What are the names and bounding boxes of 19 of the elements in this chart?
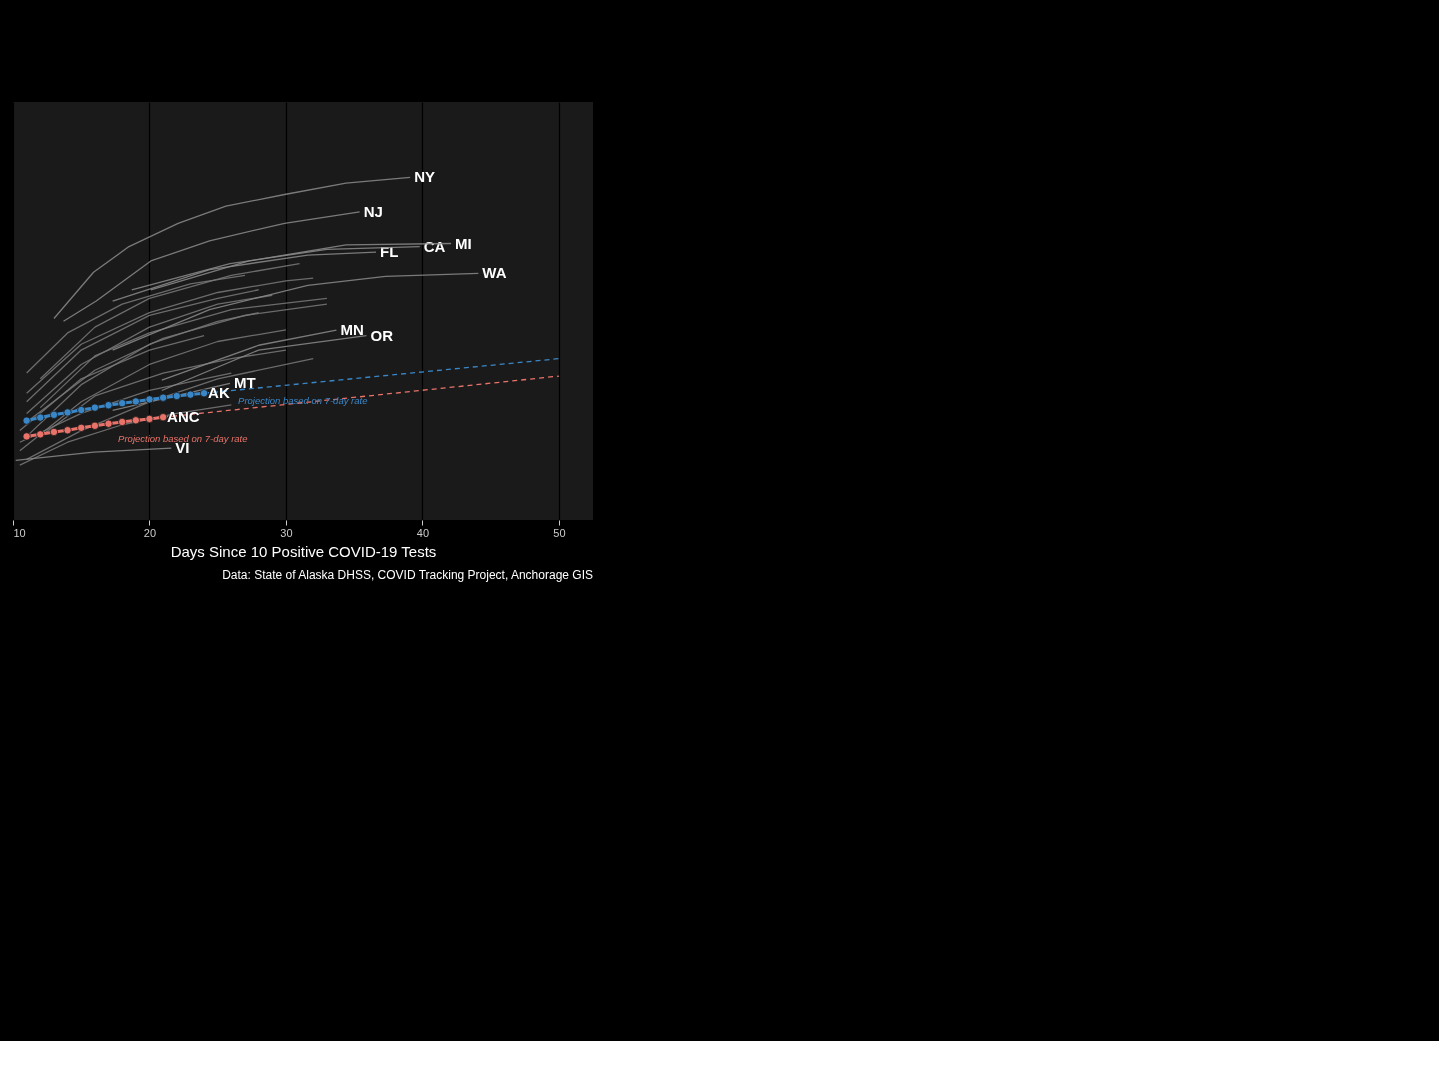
annotation: Projection based on 7-day rate	[238, 395, 368, 407]
series-label: MN	[340, 321, 364, 339]
x-tick-label: 10	[13, 526, 26, 539]
series-label: FL	[380, 243, 399, 261]
x-tick-label: 50	[553, 526, 566, 539]
series-label: NJ	[363, 202, 383, 220]
series-label: ANC	[167, 408, 200, 426]
x-tick-label: 20	[143, 526, 157, 539]
series-label: OR	[370, 326, 394, 344]
series-label: CA	[423, 237, 446, 255]
series-label: MI	[455, 234, 472, 252]
x-tick-label: 40	[416, 526, 430, 539]
x-tick-label: 30	[280, 526, 293, 539]
series-label: MT	[233, 374, 256, 392]
series-label: AK	[208, 384, 230, 402]
series-label: WA	[482, 264, 507, 282]
text: Data: State of Alaska DHSS, COVID Tracking Project, Anchorage GIS	[222, 568, 593, 582]
series-label: NY	[414, 168, 435, 186]
x-axis-title: Days Since 10 Positive COVID-19 Tests	[170, 542, 437, 560]
